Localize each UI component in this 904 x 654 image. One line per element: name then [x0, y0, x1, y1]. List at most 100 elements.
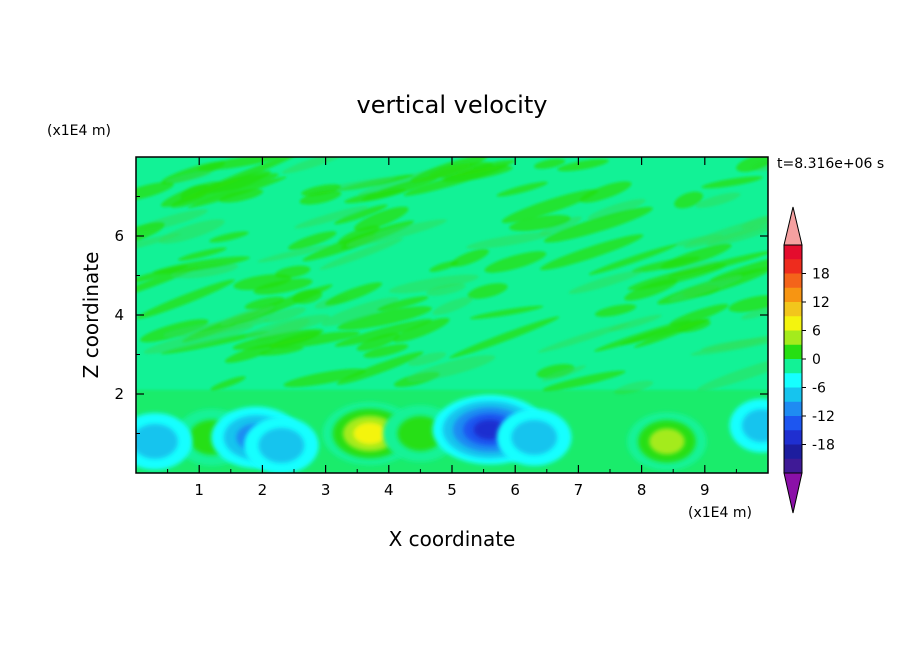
- anomaly-contour: [258, 427, 305, 463]
- colorbar-segment: [784, 444, 802, 460]
- streak: [232, 329, 324, 350]
- colorbar-segment: [784, 387, 802, 403]
- streak: [160, 330, 270, 355]
- streak: [501, 189, 598, 223]
- colorbar-segment: [784, 373, 802, 388]
- colorbar-segment: [784, 416, 802, 431]
- streak: [257, 244, 332, 263]
- streak: [509, 214, 571, 232]
- y-tick-label: 4: [114, 306, 124, 324]
- colorbar-segment: [784, 302, 802, 317]
- colorbar-tick-label: -6: [812, 381, 826, 397]
- streak: [354, 206, 409, 231]
- colorbar-segment: [784, 259, 802, 274]
- anomaly-layer: [136, 394, 768, 473]
- x-tick-label: 1: [194, 481, 204, 499]
- streak: [136, 265, 188, 286]
- streak: [274, 265, 311, 279]
- time-label: t=8.316e+06 s: [777, 156, 884, 172]
- streak: [540, 234, 644, 271]
- colorbar-over-triangle: [783, 206, 803, 246]
- streak: [660, 243, 732, 270]
- colorbar-segment: [784, 430, 802, 445]
- streak: [334, 204, 388, 225]
- x-tick-label: 6: [510, 481, 520, 499]
- colorbar-segment: [784, 330, 802, 346]
- streak: [346, 219, 447, 247]
- anomaly: [244, 417, 319, 473]
- x-unit-label: (x1E4 m): [688, 505, 752, 521]
- x-tick-label: 5: [447, 481, 457, 499]
- anomaly: [729, 398, 768, 453]
- colorbar-segment: [784, 245, 802, 260]
- colorbar-tick-label: 6: [812, 324, 821, 340]
- y-ticks: 2 4 6: [114, 196, 768, 434]
- anomaly-contour: [649, 428, 685, 455]
- streak: [541, 365, 586, 382]
- y-tick-label: 6: [114, 227, 124, 245]
- streak: [449, 316, 560, 359]
- y-axis-label: Z coordinate: [79, 252, 103, 379]
- streak: [429, 260, 459, 272]
- streak: [407, 355, 496, 382]
- x-tick-label: 8: [637, 481, 647, 499]
- x-tick-label: 9: [700, 481, 710, 499]
- streak: [377, 296, 429, 312]
- streak: [294, 205, 369, 229]
- streak: [253, 278, 313, 295]
- streak: [140, 319, 209, 343]
- streak: [143, 324, 254, 354]
- streak: [588, 244, 677, 275]
- streak: [209, 231, 249, 243]
- streak: [701, 176, 763, 189]
- streak: [210, 376, 246, 391]
- streak: [543, 206, 653, 243]
- streak: [669, 275, 742, 302]
- streak: [136, 222, 165, 246]
- streak: [136, 181, 174, 202]
- streak: [187, 176, 287, 209]
- streak: [263, 307, 306, 323]
- anomaly: [496, 409, 572, 466]
- colorbar-tick-label: 18: [812, 267, 830, 283]
- streak: [321, 297, 400, 327]
- streak: [299, 190, 342, 205]
- streak: [363, 344, 409, 358]
- streak: [467, 283, 508, 299]
- colorbar-tick-label: -12: [812, 409, 835, 425]
- streak: [245, 314, 331, 339]
- streak: [594, 319, 692, 352]
- streak: [407, 352, 447, 366]
- y-unit-label: (x1E4 m): [47, 123, 111, 139]
- colorbar-segment: [784, 344, 802, 360]
- streak: [165, 171, 212, 184]
- streak: [158, 219, 225, 244]
- streak: [356, 332, 400, 351]
- colorbar-segment: [784, 287, 802, 303]
- streak: [442, 166, 513, 182]
- anomaly-contour: [353, 422, 387, 445]
- anomaly: [136, 413, 193, 470]
- streak: [695, 192, 741, 208]
- streak: [469, 305, 544, 320]
- streak: [170, 170, 271, 208]
- streak: [288, 231, 337, 250]
- streak: [319, 238, 404, 270]
- streak: [136, 233, 181, 255]
- anomaly: [627, 412, 707, 471]
- streak: [258, 346, 304, 356]
- streak: [741, 304, 768, 320]
- streak: [281, 157, 349, 174]
- x-tick-label: 4: [384, 481, 394, 499]
- colorbar-segment: [784, 401, 802, 417]
- velocity-field: [136, 157, 768, 473]
- streak: [594, 304, 637, 317]
- streak: [220, 305, 274, 326]
- streak: [426, 283, 466, 296]
- anomaly-contour: [511, 419, 558, 455]
- streak: [557, 159, 609, 172]
- streak: [361, 175, 441, 202]
- colorbar-tick-label: 0: [812, 352, 821, 368]
- anomaly-contour: [136, 423, 178, 459]
- anomaly-contour: [741, 409, 768, 443]
